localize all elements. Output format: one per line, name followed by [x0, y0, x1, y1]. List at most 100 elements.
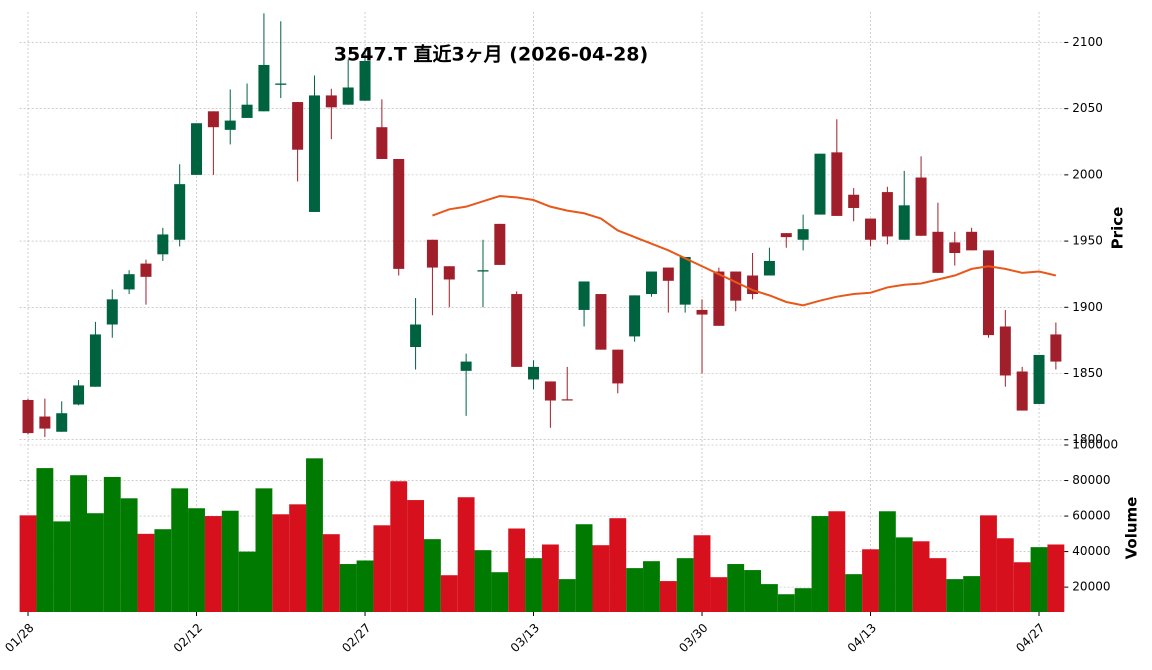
candle-body — [308, 95, 320, 212]
volume-bar — [1013, 562, 1031, 612]
candle-body — [982, 250, 994, 336]
x-tick-label: 04/27 — [1013, 621, 1047, 655]
volume-bar — [828, 511, 846, 612]
candle-body — [39, 416, 51, 429]
candle-body — [629, 295, 641, 337]
y-tick-label: 2050 — [1072, 101, 1103, 115]
volume-bar — [53, 521, 71, 612]
candle-body — [1016, 371, 1028, 411]
x-tick-label: 02/12 — [171, 621, 205, 655]
volume-bar — [221, 510, 239, 612]
candle-body — [578, 281, 590, 310]
candle-body — [1050, 334, 1062, 362]
y-axis-label: Price — [1109, 207, 1127, 250]
volume-bar — [373, 525, 391, 612]
volume-bar — [103, 476, 121, 612]
volume-bar — [474, 550, 492, 612]
y-axis-label: Volume — [1123, 497, 1141, 560]
volume-bar — [946, 579, 964, 612]
volume-bar — [154, 529, 172, 612]
volume-bar — [895, 537, 913, 612]
candle-body — [224, 120, 236, 130]
x-tick-label: 01/28 — [2, 621, 36, 655]
candle-body — [22, 399, 34, 434]
volume-bar — [980, 515, 997, 612]
volume-bar — [541, 544, 559, 612]
volume-bar — [120, 498, 138, 612]
candle-body — [494, 223, 506, 265]
volume-bar — [963, 576, 981, 612]
candle-body — [477, 270, 489, 272]
volume-bar — [171, 488, 189, 612]
candle-body — [966, 231, 978, 251]
candle-body — [140, 263, 152, 277]
volume-bar — [929, 558, 947, 612]
candle-body — [410, 324, 422, 348]
y-tick-label: 60000 — [1072, 509, 1110, 523]
candle-body — [393, 158, 405, 269]
candle-body — [376, 127, 388, 159]
y-tick-label: 100000 — [1072, 438, 1118, 452]
candle-body — [56, 413, 68, 432]
candle-body — [561, 399, 573, 401]
volume-bar — [912, 541, 930, 612]
candle-body — [814, 153, 826, 215]
volume-bar — [727, 564, 745, 612]
volume-bar — [1047, 544, 1065, 612]
volume-bar — [238, 551, 256, 612]
candle-body — [443, 266, 455, 280]
volume-bar — [289, 504, 307, 612]
x-tick-label: 03/30 — [676, 621, 710, 655]
candle-body — [713, 271, 725, 326]
volume-bar — [878, 511, 896, 612]
candle-body — [848, 194, 860, 208]
volume-bar — [1030, 547, 1048, 612]
volume-bar — [693, 535, 711, 612]
moving-average-line — [432, 195, 1057, 307]
candle-body — [325, 95, 337, 108]
candle-body — [73, 385, 85, 405]
volume-bar — [19, 515, 37, 612]
candle-body — [747, 275, 759, 295]
candle-body — [696, 309, 708, 315]
volume-bar — [609, 518, 627, 612]
candle-body — [191, 123, 203, 175]
candle-body — [544, 381, 556, 401]
candle-body — [157, 234, 169, 255]
candle-body — [797, 229, 809, 240]
candle-body — [426, 239, 438, 268]
candle-body — [612, 349, 624, 384]
candle-body — [763, 260, 775, 276]
volume-bar — [87, 513, 104, 612]
volume-bar — [862, 549, 879, 612]
candle-body — [174, 184, 186, 240]
y-tick-label: 1850 — [1072, 366, 1103, 380]
volume-bar — [811, 516, 829, 612]
volume-bar — [204, 516, 222, 612]
volume-bar — [676, 558, 694, 612]
candle-body — [528, 366, 540, 380]
y-tick-label: 1900 — [1072, 300, 1103, 314]
candle-body — [123, 274, 135, 290]
candle-body — [932, 231, 944, 273]
volume-bar — [626, 568, 644, 612]
candle-body — [511, 294, 523, 367]
chart-title: 3547.T 直近3ヶ月 (2026-04-28) — [334, 43, 648, 66]
volume-bar — [70, 475, 87, 612]
volume-bar — [440, 575, 458, 612]
candle-body — [831, 152, 843, 216]
candle-body — [342, 87, 354, 105]
candle-body — [898, 205, 910, 240]
y-tick-label: 20000 — [1072, 580, 1110, 594]
volume-bar — [491, 572, 509, 612]
y-tick-label: 1800 — [1072, 432, 1103, 446]
volume-bar — [558, 579, 576, 612]
volume-bar — [744, 570, 761, 612]
candle-body — [460, 361, 472, 371]
candle-body — [595, 294, 607, 350]
volume-bar — [339, 564, 357, 612]
x-tick-label: 02/27 — [339, 621, 373, 655]
candle-body — [662, 267, 674, 281]
candle-body — [881, 192, 893, 237]
volume-bar — [424, 539, 441, 612]
